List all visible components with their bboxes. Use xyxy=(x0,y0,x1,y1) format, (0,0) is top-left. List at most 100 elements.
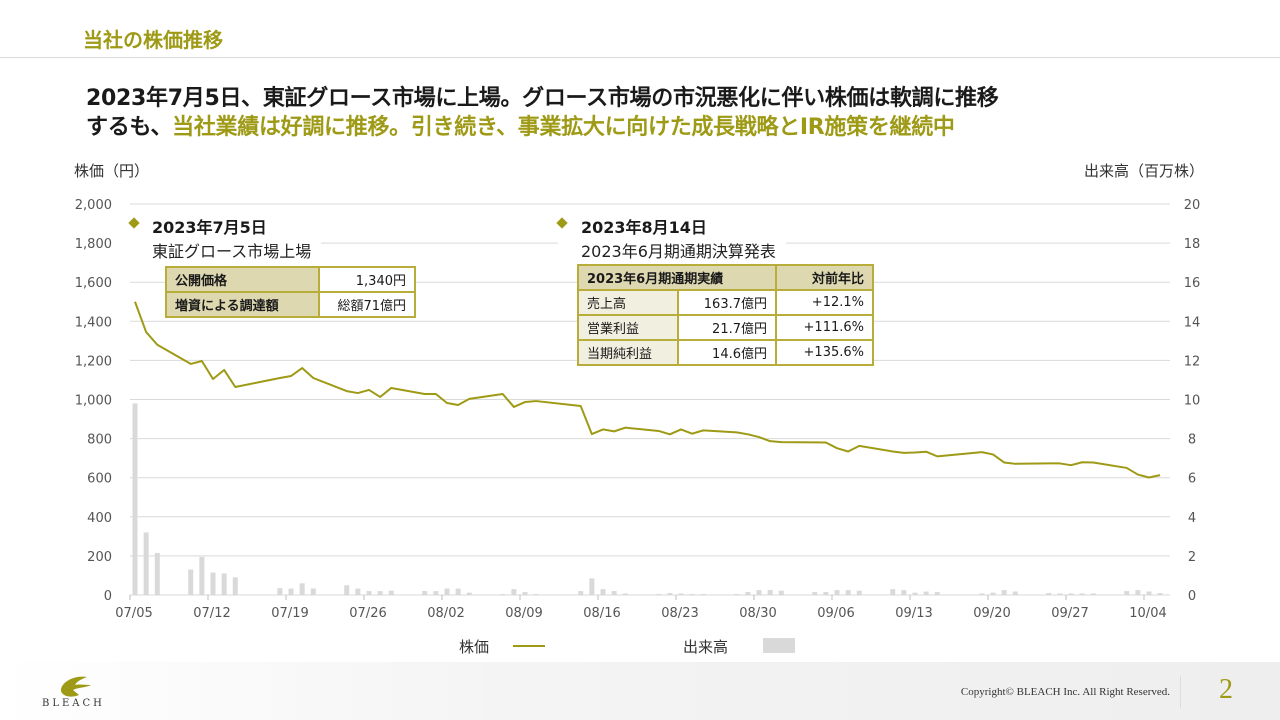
table-row: 売上高 163.7億円 +12.1% xyxy=(577,289,874,316)
y-axis-title: 株価（円） xyxy=(74,162,150,180)
volume-bar xyxy=(221,573,227,595)
volume-bar xyxy=(756,590,762,595)
table-label: 当期純利益 xyxy=(577,339,679,366)
volume-bar xyxy=(299,583,305,595)
legend-volume-label: 出来高 xyxy=(683,638,729,656)
table-row: 公開価格 1,340円 xyxy=(165,266,416,293)
volume-bar xyxy=(355,588,361,595)
volume-bar xyxy=(377,591,383,595)
volume-bar xyxy=(1057,593,1063,595)
table-label: 売上高 xyxy=(577,289,679,316)
x-tick-label: 08/09 xyxy=(505,606,542,621)
volume-bar xyxy=(823,592,829,595)
x-tick-label: 09/13 xyxy=(895,606,932,621)
volume-bar xyxy=(812,592,818,595)
y-tick-label: 400 xyxy=(87,511,112,526)
title-divider xyxy=(0,57,1280,58)
headline-line-2: するも、当社業績は好調に推移。引き続き、事業拡大に向けた成長戦略とIR施策を継続… xyxy=(86,109,955,141)
table-row: 当期純利益 14.6億円 +135.6% xyxy=(577,339,874,366)
y2-tick-label: 16 xyxy=(1184,276,1201,291)
volume-bar xyxy=(1001,590,1007,595)
page-number: 2 xyxy=(1219,674,1233,705)
volume-bar xyxy=(622,593,628,595)
x-tick-label: 09/20 xyxy=(973,606,1010,621)
volume-bar xyxy=(611,591,617,595)
volume-bar xyxy=(912,592,918,595)
y-tick-label: 800 xyxy=(87,433,112,448)
volume-bar xyxy=(210,572,216,595)
volume-bar xyxy=(310,588,316,595)
volume-bar xyxy=(522,592,528,595)
table-label: 営業利益 xyxy=(577,314,679,341)
headline-line-1: 2023年7月5日、東証グロース市場に上場。グロース市場の市況悪化に伴い株価は軟… xyxy=(86,86,999,111)
bleach-logo-icon xyxy=(60,676,91,697)
volume-bar xyxy=(656,594,662,595)
volume-bar xyxy=(990,592,996,595)
annotation-listing: 2023年7月5日 東証グロース市場上場 xyxy=(128,214,322,262)
y2-tick-label: 12 xyxy=(1184,354,1201,369)
copyright: Copyright© BLEACH Inc. All Right Reserve… xyxy=(960,686,1170,698)
legend-price-line xyxy=(513,645,545,647)
volume-bar xyxy=(700,594,706,595)
volume-bar xyxy=(288,588,294,595)
volume-bar xyxy=(444,588,450,595)
legend-volume-swatch xyxy=(763,638,795,653)
volume-bar xyxy=(344,585,350,595)
table-row: 増資による調達額 総額71億円 xyxy=(165,291,416,318)
volume-bar xyxy=(1090,593,1096,595)
y-tick-label: 600 xyxy=(87,472,112,487)
footer xyxy=(0,662,1280,720)
volume-bar xyxy=(667,593,673,595)
y2-tick-label: 10 xyxy=(1184,394,1201,409)
y2-tick-label: 20 xyxy=(1184,198,1201,213)
volume-bar xyxy=(834,590,840,595)
volume-bar xyxy=(433,591,439,595)
volume-bar xyxy=(890,589,896,595)
volume-bar xyxy=(132,403,138,595)
volume-bar xyxy=(366,591,372,595)
table-header: 対前年比 xyxy=(775,264,874,291)
volume-bar xyxy=(745,592,751,595)
volume-bar xyxy=(422,591,428,595)
y-tick-label: 1,200 xyxy=(75,354,112,369)
volume-bar xyxy=(923,591,929,595)
y2-axis-title: 出来高（百万株） xyxy=(1083,162,1204,180)
annotation-text: 2023年6月期通期決算発表 xyxy=(581,242,776,261)
y2-tick-label: 14 xyxy=(1184,315,1201,330)
table-change: +12.1% xyxy=(775,289,874,316)
price-line xyxy=(134,301,1161,479)
volume-bar xyxy=(388,590,394,595)
legend-price-label: 株価 xyxy=(459,638,490,656)
x-tick-label: 08/16 xyxy=(583,606,620,621)
table-label: 増資による調達額 xyxy=(165,291,320,318)
table-change: +135.6% xyxy=(775,339,874,366)
volume-bar xyxy=(511,589,517,595)
volume-bar xyxy=(934,592,940,595)
volume-bar xyxy=(533,594,539,595)
volume-bar xyxy=(678,593,684,595)
headline-gold-part: 当社業績は好調に推移。引き続き、事業拡大に向けた成長戦略とIR施策を継続中 xyxy=(172,115,955,140)
volume-bar xyxy=(1135,590,1141,595)
volume-bar xyxy=(1157,593,1163,595)
y-tick-label: 1,800 xyxy=(75,237,112,252)
x-tick-label: 07/12 xyxy=(193,606,230,621)
y-tick-label: 200 xyxy=(87,550,112,565)
volume-bar xyxy=(767,590,773,595)
volume-bar xyxy=(689,594,695,595)
table-change: +111.6% xyxy=(775,314,874,341)
volume-bar xyxy=(277,588,283,595)
x-tick-label: 08/02 xyxy=(427,606,464,621)
volume-bar xyxy=(600,589,606,595)
volume-bar xyxy=(979,593,985,595)
volume-bar xyxy=(589,578,595,595)
headline-black-part: するも、 xyxy=(86,115,173,140)
volume-bar xyxy=(143,532,149,595)
volume-bar xyxy=(778,590,784,595)
volume-bar xyxy=(1068,593,1074,595)
volume-bar xyxy=(199,556,205,595)
volume-bar xyxy=(232,577,238,595)
volume-bar xyxy=(1124,591,1130,595)
y2-tick-label: 8 xyxy=(1188,433,1196,448)
table-value: 総額71億円 xyxy=(318,291,416,318)
volume-bar xyxy=(455,588,461,595)
